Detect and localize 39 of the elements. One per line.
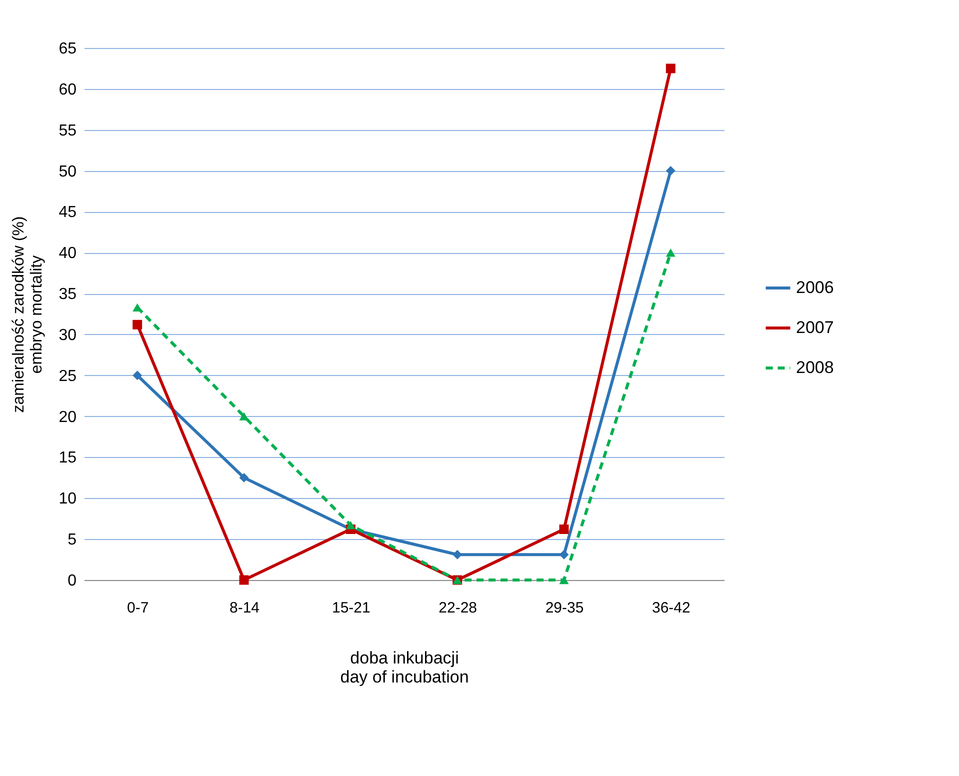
legend-label: 2006 bbox=[796, 278, 834, 297]
y-tick-label: 0 bbox=[68, 572, 77, 590]
y-tick-label: 60 bbox=[58, 81, 77, 98]
y-tick-label: 10 bbox=[58, 490, 77, 508]
x-axis-title: doba inkubacji day of incubation bbox=[340, 648, 469, 686]
x-tick-label: 8-14 bbox=[229, 600, 260, 616]
x-tick-label: 36-42 bbox=[652, 600, 690, 616]
point bbox=[559, 576, 569, 584]
y-tick-label: 55 bbox=[58, 122, 77, 140]
y-tick-label: 40 bbox=[58, 245, 77, 262]
legend-label: 2008 bbox=[796, 358, 834, 377]
x-tick-label: 22-28 bbox=[438, 600, 478, 616]
point bbox=[666, 64, 676, 74]
y-tick-label: 20 bbox=[58, 408, 77, 426]
point bbox=[559, 550, 569, 560]
point bbox=[239, 472, 249, 482]
y-tick-label: 5 bbox=[68, 532, 77, 549]
x-tick-label: 15-21 bbox=[332, 600, 370, 616]
y-axis-title: zamieralność zarodków (%) embryo mortality bbox=[10, 216, 46, 413]
point bbox=[666, 248, 676, 257]
y-tick-label: 25 bbox=[58, 368, 77, 385]
point bbox=[346, 521, 356, 530]
point bbox=[666, 166, 676, 176]
y-tick-label: 65 bbox=[58, 40, 77, 58]
y-tick-label: 50 bbox=[58, 163, 77, 180]
point bbox=[239, 575, 249, 585]
y-tick-label: 45 bbox=[58, 204, 77, 222]
point bbox=[132, 370, 142, 380]
point bbox=[559, 524, 569, 534]
point bbox=[132, 320, 142, 330]
x-tick-label: 29-35 bbox=[545, 600, 584, 616]
point bbox=[132, 303, 142, 312]
x-tick-label: 0-7 bbox=[126, 600, 149, 616]
y-tick-label: 35 bbox=[58, 286, 77, 304]
point bbox=[239, 412, 249, 420]
y-tick-label: 15 bbox=[58, 450, 77, 467]
y-tick-label: 30 bbox=[58, 326, 77, 344]
legend-label: 2007 bbox=[796, 318, 834, 337]
point bbox=[452, 550, 462, 560]
